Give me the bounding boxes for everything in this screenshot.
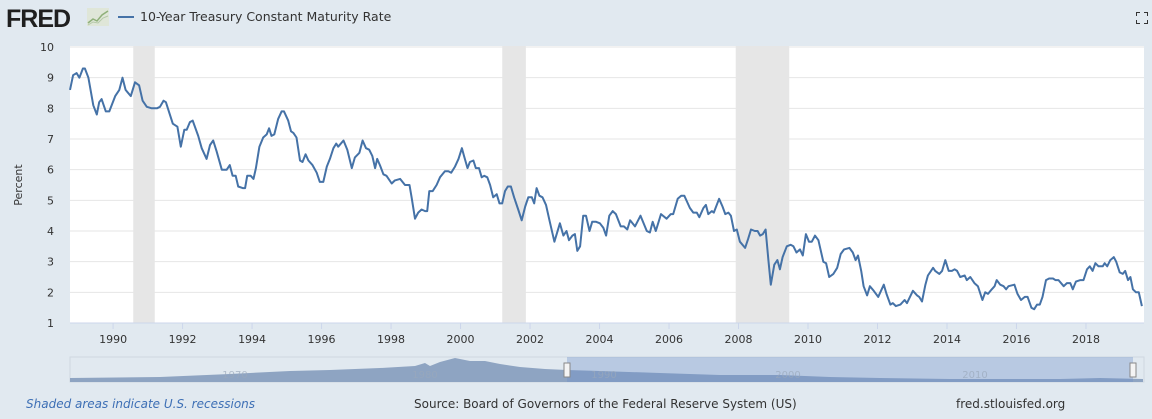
navigator-selected-range[interactable]	[567, 357, 1133, 382]
x-tick-label: 2014	[933, 333, 961, 346]
chart-header: FRED 10-Year Treasury Constant Maturity …	[0, 0, 1152, 36]
x-tick-label: 2000	[447, 333, 475, 346]
x-tick-label: 2012	[863, 333, 891, 346]
x-tick-label: 2008	[725, 333, 753, 346]
source-text: Source: Board of Governors of the Federa…	[414, 397, 797, 411]
y-tick-label: 1	[47, 317, 54, 330]
recession-band	[133, 46, 155, 323]
y-tick-label: 2	[47, 286, 54, 299]
y-tick-label: 10	[40, 41, 54, 54]
legend-item[interactable]: 10-Year Treasury Constant Maturity Rate	[118, 9, 391, 24]
navigator-label: 2010	[962, 370, 987, 381]
y-tick-label: 8	[47, 102, 54, 115]
recession-note: Shaded areas indicate U.S. recessions	[26, 397, 256, 411]
site-link[interactable]: fred.stlouisfed.org	[956, 397, 1066, 411]
navigator-label: 1990	[591, 370, 616, 381]
y-axis-label: Percent	[12, 164, 25, 206]
navigator-label: 1980	[412, 370, 437, 381]
plot-area	[70, 46, 1144, 323]
navigator-label: 2000	[775, 370, 800, 381]
x-tick-label: 2010	[794, 333, 822, 346]
x-tick-label: 1992	[169, 333, 197, 346]
recession-band	[502, 46, 526, 323]
line-chart: 1 2 3 4 5 6 7 8 9 10 1990 1992 1994 1996 1998 2000 2002…	[12, 41, 1145, 383]
y-tick-label: 3	[47, 256, 54, 269]
y-tick-label: 5	[47, 194, 54, 207]
x-tick-label: 2004	[586, 333, 614, 346]
fred-logo-chart-icon	[87, 8, 109, 26]
x-tick-label: 2016	[1002, 333, 1030, 346]
range-navigator[interactable]: 1970 1980 1990 2000 2010	[69, 356, 1145, 383]
x-tick-label: 1990	[99, 333, 127, 346]
x-tick-label: 2018	[1072, 333, 1100, 346]
y-tick-label: 9	[47, 72, 54, 85]
y-tick-label: 4	[47, 225, 54, 238]
x-tick-label: 2006	[655, 333, 683, 346]
navigator-series-area	[70, 358, 1143, 382]
fred-logo[interactable]: FRED	[6, 5, 71, 33]
x-tick-label: 1994	[238, 333, 266, 346]
recession-band	[735, 46, 790, 323]
x-tick-label: 1996	[308, 333, 336, 346]
navigator-right-handle[interactable]	[1129, 362, 1137, 378]
x-tick-label: 1998	[377, 333, 405, 346]
legend-label: 10-Year Treasury Constant Maturity Rate	[140, 9, 392, 24]
navigator-left-handle[interactable]	[563, 362, 571, 378]
series-line	[69, 67, 1143, 311]
y-tick-label: 7	[47, 133, 54, 146]
navigator-label: 1970	[222, 370, 247, 381]
legend-line-swatch	[118, 15, 134, 18]
y-tick-label: 6	[47, 164, 54, 177]
x-tick-label: 2002	[516, 333, 544, 346]
